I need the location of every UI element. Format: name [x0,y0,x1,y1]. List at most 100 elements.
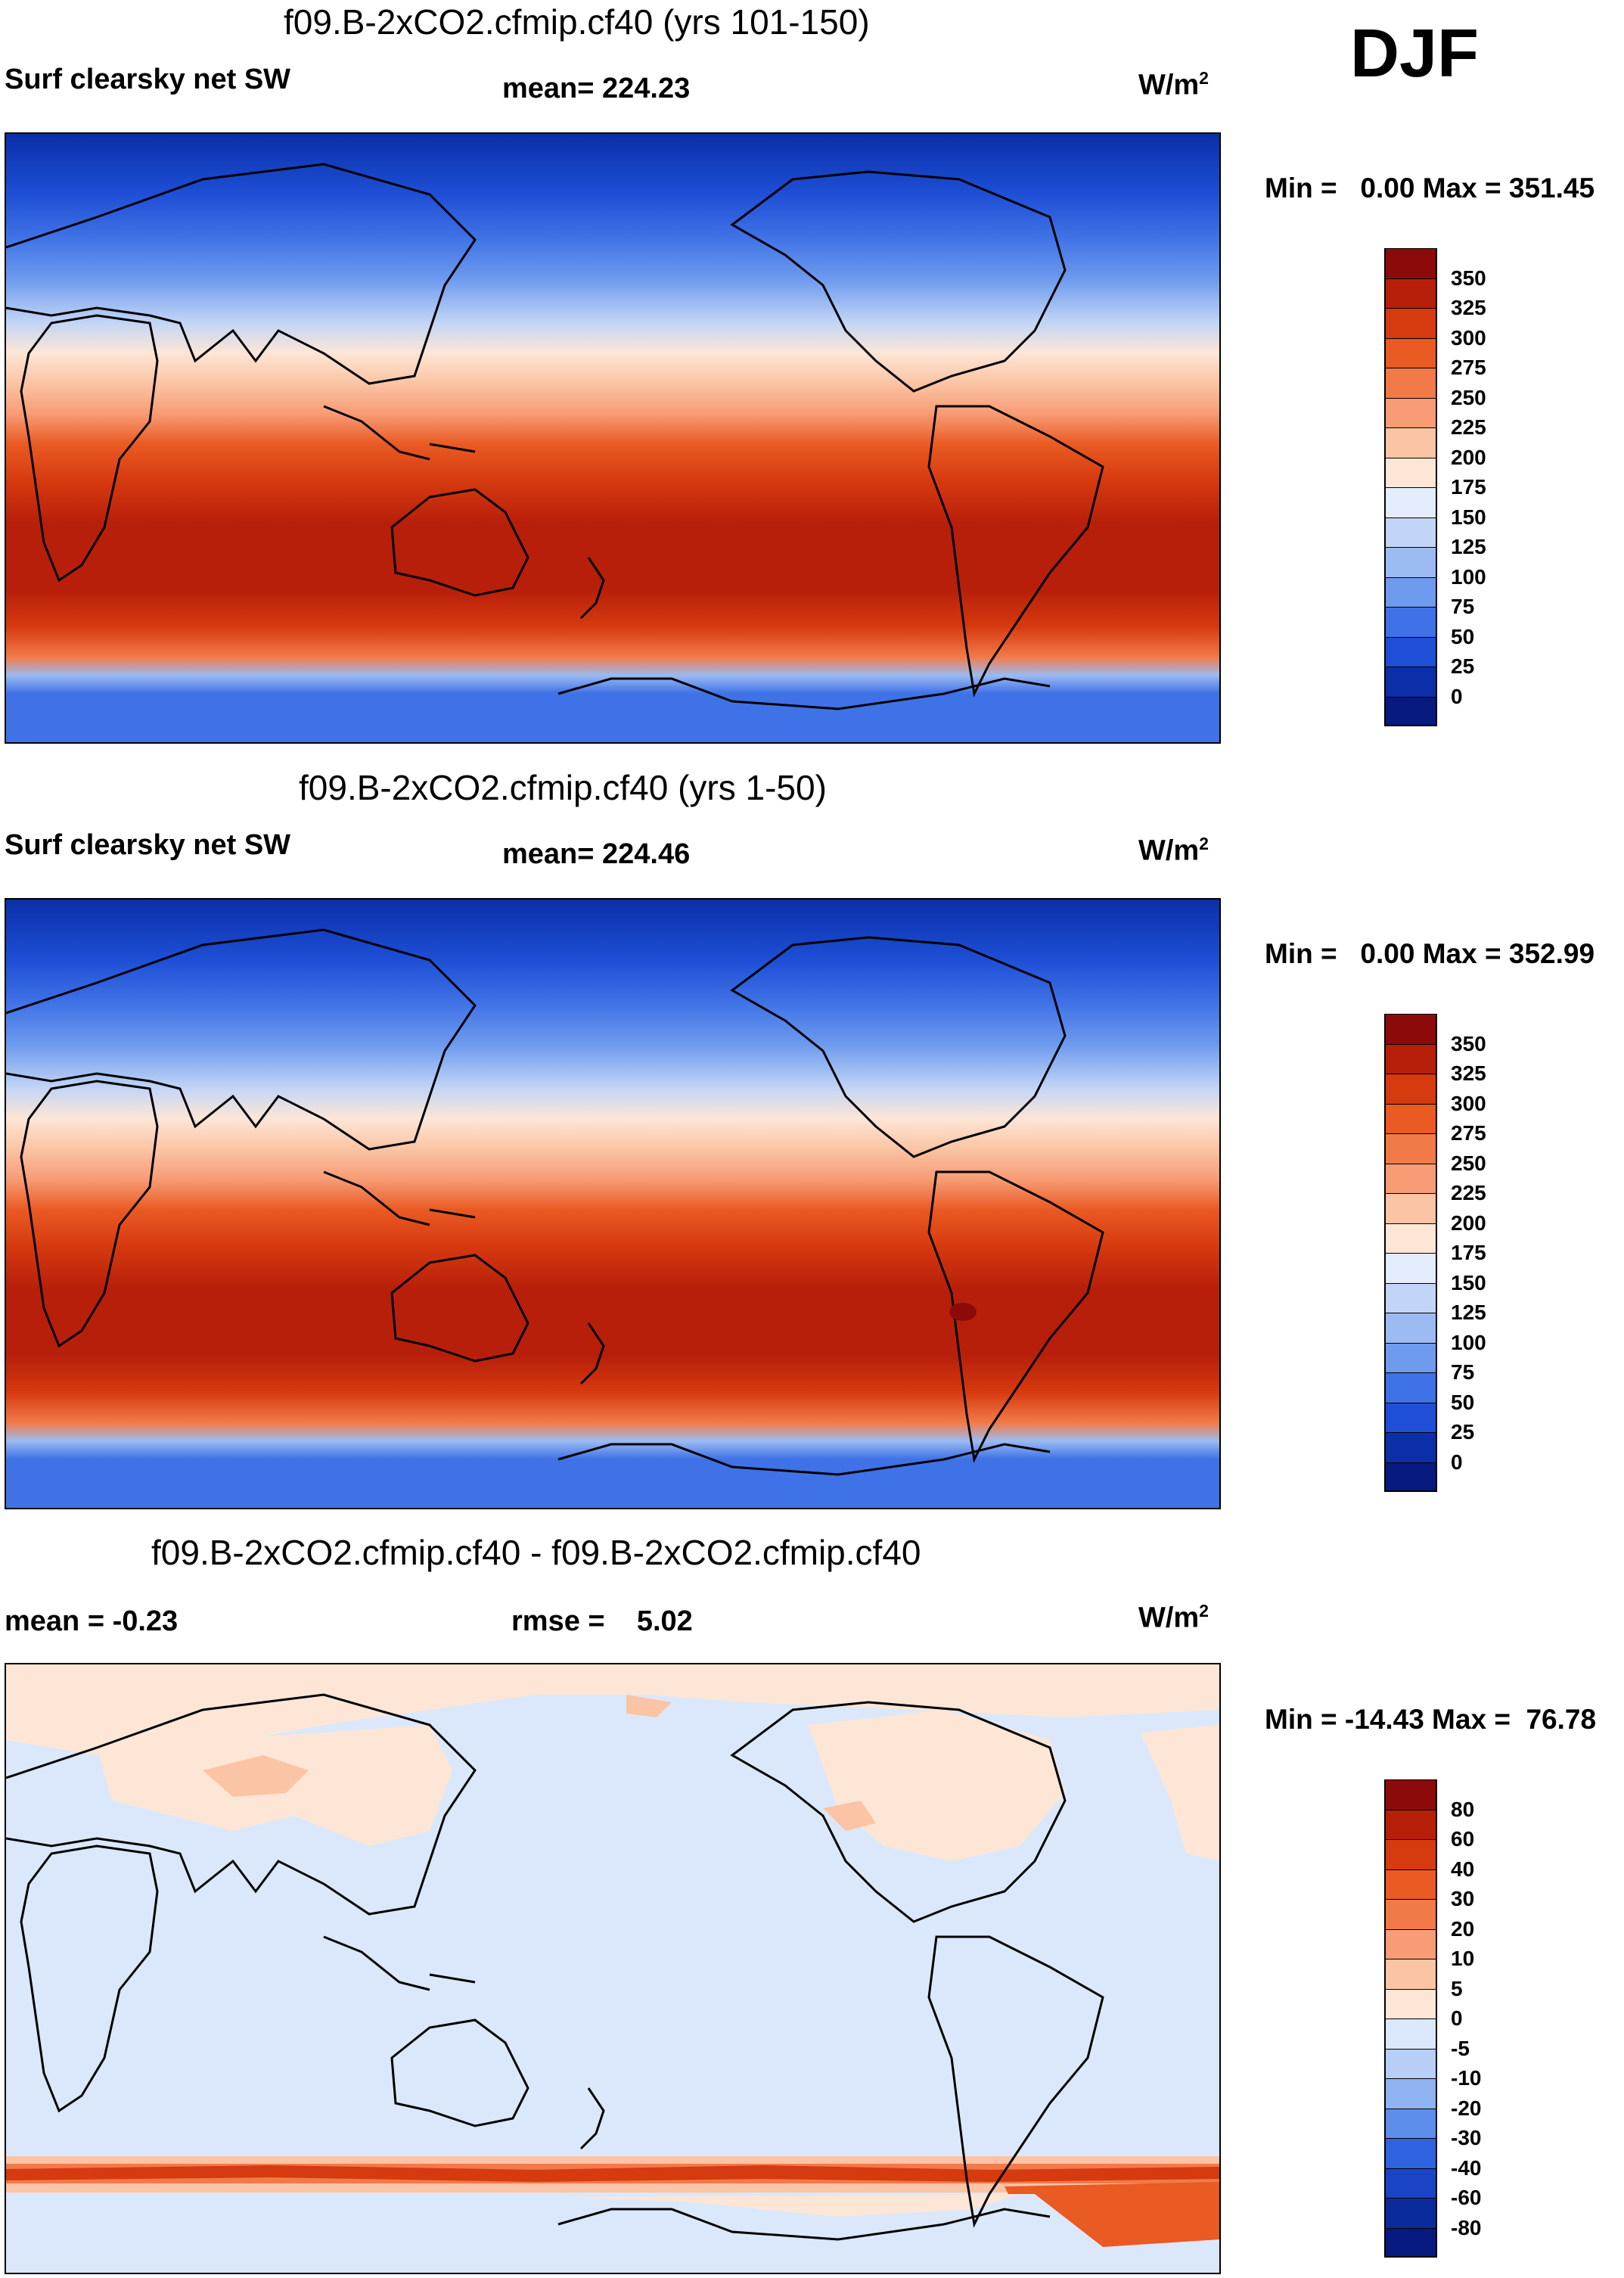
panel-2-map [5,898,1221,1509]
colorbar-box [1384,576,1437,607]
colorbar-box [1384,2168,1437,2198]
panel-3-coastlines [6,1693,1104,2241]
colorbar-label: 125 [1451,535,1486,558]
panel-1-coastlines [6,163,1104,710]
colorbar-box [1384,487,1437,517]
colorbar-box [1384,1809,1437,1839]
colorbar-label: 325 [1451,1061,1486,1085]
panel-3-units: W/m2 [1138,1601,1209,1634]
colorbar-box [1384,1313,1437,1343]
colorbar-label: -80 [1451,2215,1482,2239]
colorbar-box [1384,457,1437,487]
colorbar-box [1384,2138,1437,2168]
colorbar-box [1384,636,1437,667]
colorbar-label: -20 [1451,2096,1482,2120]
colorbar-label: 250 [1451,1151,1486,1175]
panel-3-map [5,1663,1221,2274]
colorbar-label: 50 [1451,624,1475,648]
panel-2-max-region [949,1303,977,1321]
colorbar-box [1384,1223,1437,1253]
panel-2-variable-label: Surf clearsky net SW [5,829,291,861]
colorbar-label: 150 [1451,505,1486,529]
colorbar-box [1384,1928,1437,1959]
colorbar-box [1384,1372,1437,1403]
colorbar-box [1384,2019,1437,2049]
colorbar-box [1384,1103,1437,1133]
colorbar-label: 25 [1451,654,1475,678]
colorbar-box [1384,308,1437,338]
colorbar-label: 350 [1451,266,1486,290]
colorbar-box [1384,1988,1437,2019]
panel-1-map [5,132,1221,744]
colorbar-box [1384,368,1437,398]
colorbar-label: -10 [1451,2066,1482,2090]
panel-1-colorbar: 350 325 300 275 250 225 200 175 150 125 100 75 50 25 0 [1384,248,1536,732]
colorbar-label: 200 [1451,1210,1486,1235]
colorbar-box [1384,1282,1437,1313]
panel-1-title: f09.B-2xCO2.cfmip.cf40 (yrs 101-150) [284,2,870,42]
colorbar-label: 20 [1451,1916,1475,1941]
panel-2-coastlines [6,928,1104,1476]
colorbar-box [1384,1043,1437,1074]
colorbar-label: -5 [1451,2036,1470,2060]
colorbar-label: 125 [1451,1301,1486,1324]
colorbar-box [1384,1402,1437,1432]
colorbar-label: 5 [1451,1976,1463,2000]
colorbar-label: 225 [1451,415,1486,439]
panel-2-mean-label: mean= 224.46 [502,838,691,870]
colorbar-label: 175 [1451,475,1486,499]
colorbar-label: 250 [1451,385,1486,409]
colorbar-box [1384,1163,1437,1193]
panel-2-title: f09.B-2xCO2.cfmip.cf40 (yrs 1-50) [299,768,827,807]
colorbar-box [1384,2048,1437,2078]
colorbar-label: 80 [1451,1797,1475,1821]
colorbar-box [1384,2198,1437,2228]
colorbar-box [1384,1462,1437,1492]
colorbar-label: -60 [1451,2186,1482,2209]
colorbar-box [1384,1133,1437,1164]
panel-3-rmse-label: rmse = 5.02 [511,1605,693,1637]
colorbar-box [1384,1193,1437,1223]
colorbar-label: 200 [1451,445,1486,469]
colorbar-box [1384,1432,1437,1462]
colorbar-label: 350 [1451,1031,1486,1055]
colorbar-box [1384,1959,1437,1989]
colorbar-box [1384,517,1437,547]
colorbar-box [1384,1869,1437,1899]
season-label: DJF [1350,16,1480,92]
colorbar-label: 0 [1451,2006,1463,2030]
panel-3-mean-label: mean = -0.23 [5,1605,179,1637]
colorbar-label: 325 [1451,296,1486,319]
colorbar-box [1384,1074,1437,1104]
colorbar-box [1384,1342,1437,1372]
panel-1-minmax: Min = 0.00 Max = 351.45 [1265,172,1595,204]
colorbar-box [1384,1253,1437,1283]
panel-2-minmax: Min = 0.00 Max = 352.99 [1265,938,1595,969]
colorbar-box [1384,1899,1437,1929]
panel-1-variable-label: Surf clearsky net SW [5,64,291,95]
panel-2-colorbar: 350 325 300 275 250 225 200 175 150 125 100 75 50 25 0 [1384,1014,1536,1498]
colorbar-label: 225 [1451,1181,1486,1204]
panel-1-mean-label: mean= 224.23 [502,73,691,104]
colorbar-label: 175 [1451,1241,1486,1264]
colorbar-label: 75 [1451,595,1475,618]
colorbar-label: 0 [1451,1450,1463,1474]
colorbar-box [1384,1014,1437,1044]
colorbar-box [1384,427,1437,458]
colorbar-box [1384,1839,1437,1869]
colorbar-box [1384,2227,1437,2258]
colorbar-box [1384,2108,1437,2138]
colorbar-label: 30 [1451,1887,1475,1910]
colorbar-label: 300 [1451,325,1486,350]
colorbar-label: 275 [1451,356,1486,379]
colorbar-label: 75 [1451,1360,1475,1384]
colorbar-label: -30 [1451,2126,1482,2149]
panel-2-units: W/m2 [1138,834,1209,867]
colorbar-box [1384,2078,1437,2109]
colorbar-box [1384,696,1437,726]
colorbar-label: 50 [1451,1390,1475,1414]
colorbar-label: 25 [1451,1420,1475,1444]
colorbar-label: -40 [1451,2155,1482,2180]
colorbar-box [1384,248,1437,278]
panel-3-title: f09.B-2xCO2.cfmip.cf40 - f09.B-2xCO2.cfm… [151,1533,921,1572]
